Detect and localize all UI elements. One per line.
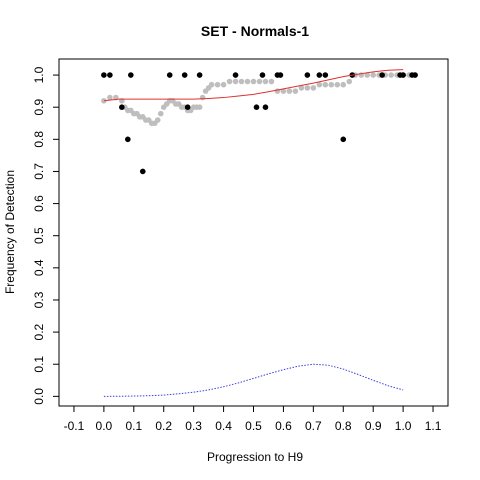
smoothed-point <box>157 110 164 117</box>
x-tick-label: 0.6 <box>275 419 292 433</box>
smoothed-point <box>346 78 353 85</box>
smoothed-point <box>214 81 221 88</box>
smoothed-point <box>268 78 275 85</box>
y-axis-label: Frequency of Detection <box>3 170 17 294</box>
smoothed-point <box>328 81 335 88</box>
observed-point <box>400 72 406 78</box>
observed-point <box>277 72 284 78</box>
x-tick-label: 1.0 <box>395 419 412 433</box>
y-tick-label: 0.0 <box>32 388 46 405</box>
smoothed-point <box>226 78 233 85</box>
x-axis-label: Progression to H9 <box>207 450 303 464</box>
observed-point <box>107 72 113 78</box>
x-tick-label: 1.1 <box>425 419 442 433</box>
y-tick-label: 0.4 <box>32 259 46 276</box>
smoothed-point <box>280 88 287 94</box>
smoothed-point <box>196 104 203 110</box>
observed-point <box>184 104 191 110</box>
smoothed-point <box>364 72 371 78</box>
smoothed-point <box>292 88 299 94</box>
smoothed-point <box>250 78 257 85</box>
observed-point <box>125 136 131 143</box>
smoothed-point <box>262 78 269 85</box>
y-tick-label: 0.7 <box>32 163 46 180</box>
observed-point <box>128 72 134 78</box>
y-axis: 0.0 0.1 0.2 0.3 0.4 0.5 0.6 0.7 0.8 0.9 1.0 <box>32 66 59 405</box>
y-tick-label: 0.2 <box>32 323 46 340</box>
smoothed-point <box>316 81 323 88</box>
x-tick-label: 0.5 <box>245 419 262 433</box>
smoothed-point <box>238 78 245 85</box>
observed-point <box>379 72 385 78</box>
observed-point <box>181 72 188 78</box>
smoothed-point <box>286 88 293 94</box>
smoothed-point <box>340 81 347 88</box>
smoothed-point <box>154 117 161 123</box>
y-tick-label: 0.1 <box>32 356 46 373</box>
smoothed-point <box>208 81 215 88</box>
smoothed-point <box>244 78 251 85</box>
smoothed-point <box>199 94 206 101</box>
density_line-curve <box>103 363 404 397</box>
x-tick-label: 0.1 <box>125 419 142 433</box>
smoothed-point <box>256 78 263 85</box>
y-tick-label: 1.0 <box>32 66 46 83</box>
smoothed-point <box>334 81 341 88</box>
x-tick-label: 0.4 <box>215 419 232 433</box>
observed-point <box>101 72 107 78</box>
y-tick-label: 0.5 <box>32 227 46 244</box>
observed-point <box>232 72 239 78</box>
y-tick-label: 0.9 <box>32 99 46 116</box>
smoothed-point <box>220 81 227 88</box>
observed-point <box>259 72 266 78</box>
observed-point <box>139 168 146 175</box>
observed-point <box>316 72 323 78</box>
chart-title: SET - Normals-1 <box>201 23 309 39</box>
observed-point <box>253 104 260 110</box>
smoothed-point <box>107 94 113 101</box>
observed-point <box>412 72 418 78</box>
y-tick-label: 0.6 <box>32 195 46 212</box>
smoothed-point <box>370 72 376 78</box>
observed-point <box>304 72 311 78</box>
smoothed-point <box>304 85 311 91</box>
x-tick-label: 0.9 <box>365 419 382 433</box>
x-tick-label: -0.1 <box>64 419 85 433</box>
observed-point <box>322 72 329 78</box>
observed-point <box>119 104 125 110</box>
x-tick-label: 0.3 <box>185 419 202 433</box>
x-axis: -0.1 0.0 0.1 0.2 0.3 0.4 0.5 0.6 0.7 0.8 0.9 1.0 1.1 <box>64 406 442 433</box>
observed-point <box>196 72 203 78</box>
series-layer <box>101 69 418 397</box>
smoothed-point <box>322 81 329 88</box>
x-tick-label: 0.0 <box>96 419 113 433</box>
smoothed-point <box>298 85 305 91</box>
smoothed-point <box>232 78 239 85</box>
smoothed-point <box>310 85 317 91</box>
x-tick-label: 0.2 <box>155 419 172 433</box>
observed-point <box>166 72 173 78</box>
observed-point <box>340 136 347 143</box>
y-tick-label: 0.3 <box>32 291 46 308</box>
x-tick-label: 0.7 <box>305 419 322 433</box>
smoothed-point <box>388 72 394 78</box>
observed-point <box>262 104 269 110</box>
fit_line-curve <box>103 69 404 102</box>
y-tick-label: 0.8 <box>32 131 46 148</box>
x-tick-label: 0.8 <box>335 419 352 433</box>
